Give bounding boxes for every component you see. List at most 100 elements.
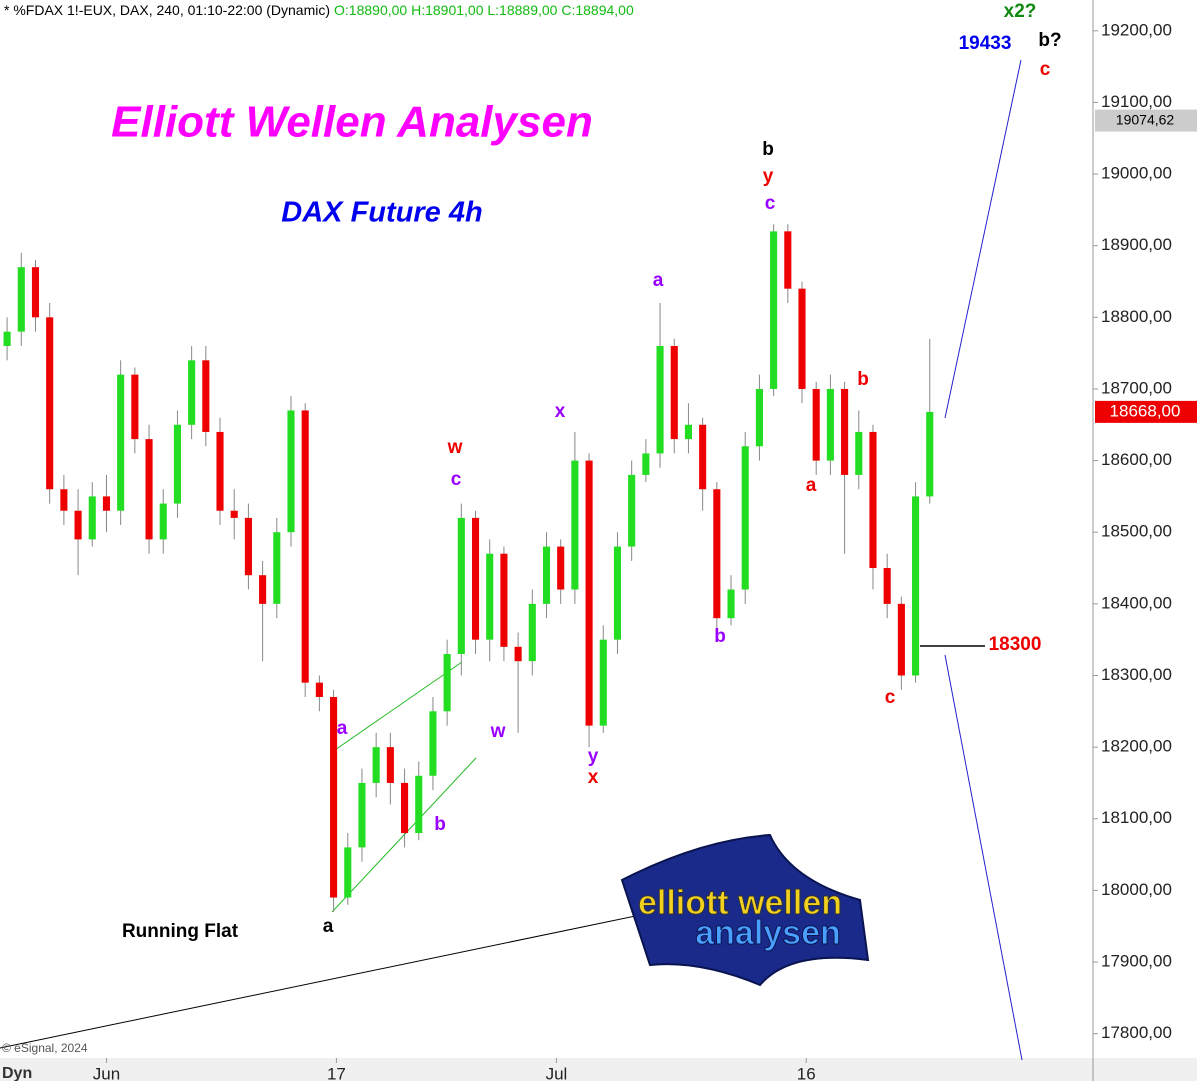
wave-label: x2? [1004,1,1037,22]
candle-body [3,331,11,346]
candle-body [855,431,863,475]
candle-body [330,696,338,898]
price-tag-label: 18668,00 [1110,401,1181,420]
wave-label: y [763,166,774,187]
wave-label: w [447,437,463,458]
wave-label: c [885,687,896,708]
candle-body [656,345,664,454]
candle-body [528,603,536,662]
x-tick-label: Jul [546,1064,568,1081]
y-tick-label: 18200,00 [1101,737,1172,756]
wave-label: 19433 [959,33,1012,54]
candle-body [230,510,238,518]
candle-body [372,747,380,783]
candle-body [869,431,877,569]
wave-label: b [434,814,446,835]
wave-label: w [490,721,506,742]
price-tag [1095,109,1197,132]
y-tick-label: 18300,00 [1101,665,1172,684]
wave-label: c [765,193,776,214]
candle-body [31,267,40,318]
candle-body [429,711,437,776]
candle-body [699,424,707,490]
candle-body [684,424,692,440]
logo-text: elliott wellen [638,884,842,922]
candle-body [897,603,905,676]
x-tick-label: Jun [93,1064,120,1081]
wave-label: 18300 [989,634,1042,655]
logo-text: analysen [695,914,841,952]
copyright: © eSignal, 2024 [2,1041,88,1055]
candle-body [301,410,309,683]
candle-body [670,345,678,440]
chart-subtitle: DAX Future 4h [281,197,482,229]
candle-body [386,747,394,783]
x-tick-label: 16 [797,1064,816,1081]
candle-body [557,546,565,590]
wave-label: c [1040,59,1051,80]
wave-label: y [588,746,599,767]
candle-body [770,231,778,389]
candle-body [514,646,522,662]
candle-body [60,489,68,511]
candle-body [741,446,749,590]
candle-body [443,653,451,712]
candle-body [642,453,650,475]
candles [3,224,934,912]
y-tick-label: 18600,00 [1101,450,1172,469]
candle-body [841,388,849,475]
y-tick-label: 18100,00 [1101,808,1172,827]
candle-body [273,532,281,604]
y-tick-label: 17800,00 [1101,1023,1172,1042]
candle-body [159,503,167,540]
wave-label: b [714,626,726,647]
chart-title: Elliott Wellen Analysen [111,98,593,147]
candle-body [344,847,352,898]
candle-body [131,374,139,440]
time-axis [0,1058,1197,1081]
candle-body [613,546,622,640]
y-tick-label: 19100,00 [1101,92,1172,111]
y-tick-label: 19000,00 [1101,164,1172,183]
y-tick-label: 18500,00 [1101,522,1172,541]
candle-body [287,410,295,533]
candle-body [542,546,551,604]
projection-line [944,59,1022,419]
candle-body [471,517,480,640]
candle-body [145,439,153,540]
candle-body [415,775,423,834]
wave-label: a [323,916,334,937]
y-tick-label: 18000,00 [1101,880,1172,899]
candle-body [88,496,96,540]
candle-body [755,388,763,447]
pointer-line [0,914,641,1049]
candle-body [713,489,721,619]
y-tick-label: 19200,00 [1101,20,1172,39]
candle-body [74,510,82,540]
wave-label: Running Flat [122,921,239,942]
candle-body [912,496,920,676]
y-tick-label: 18700,00 [1101,378,1172,397]
candle-body [401,782,409,834]
candle-body [727,589,735,619]
candle-body [202,360,210,432]
candle-body [173,424,181,504]
wave-label: b? [1038,30,1061,51]
candle-body [784,231,792,289]
projection-line [944,654,1023,1061]
candle-body [188,360,196,425]
x-tick-label: 17 [327,1064,346,1081]
candle-body [826,388,834,461]
wave-label: c [451,469,462,490]
candle-body [17,267,25,332]
logo-flag [620,833,870,987]
price-tag-label: 19074,62 [1116,111,1175,127]
y-tick-label: 18800,00 [1101,307,1172,326]
y-tick-label: 18900,00 [1101,235,1172,254]
wave-label: x [588,767,599,788]
candle-body [585,460,593,726]
candle-body [259,575,267,604]
candle-body [926,411,934,497]
candle-body [812,388,820,461]
